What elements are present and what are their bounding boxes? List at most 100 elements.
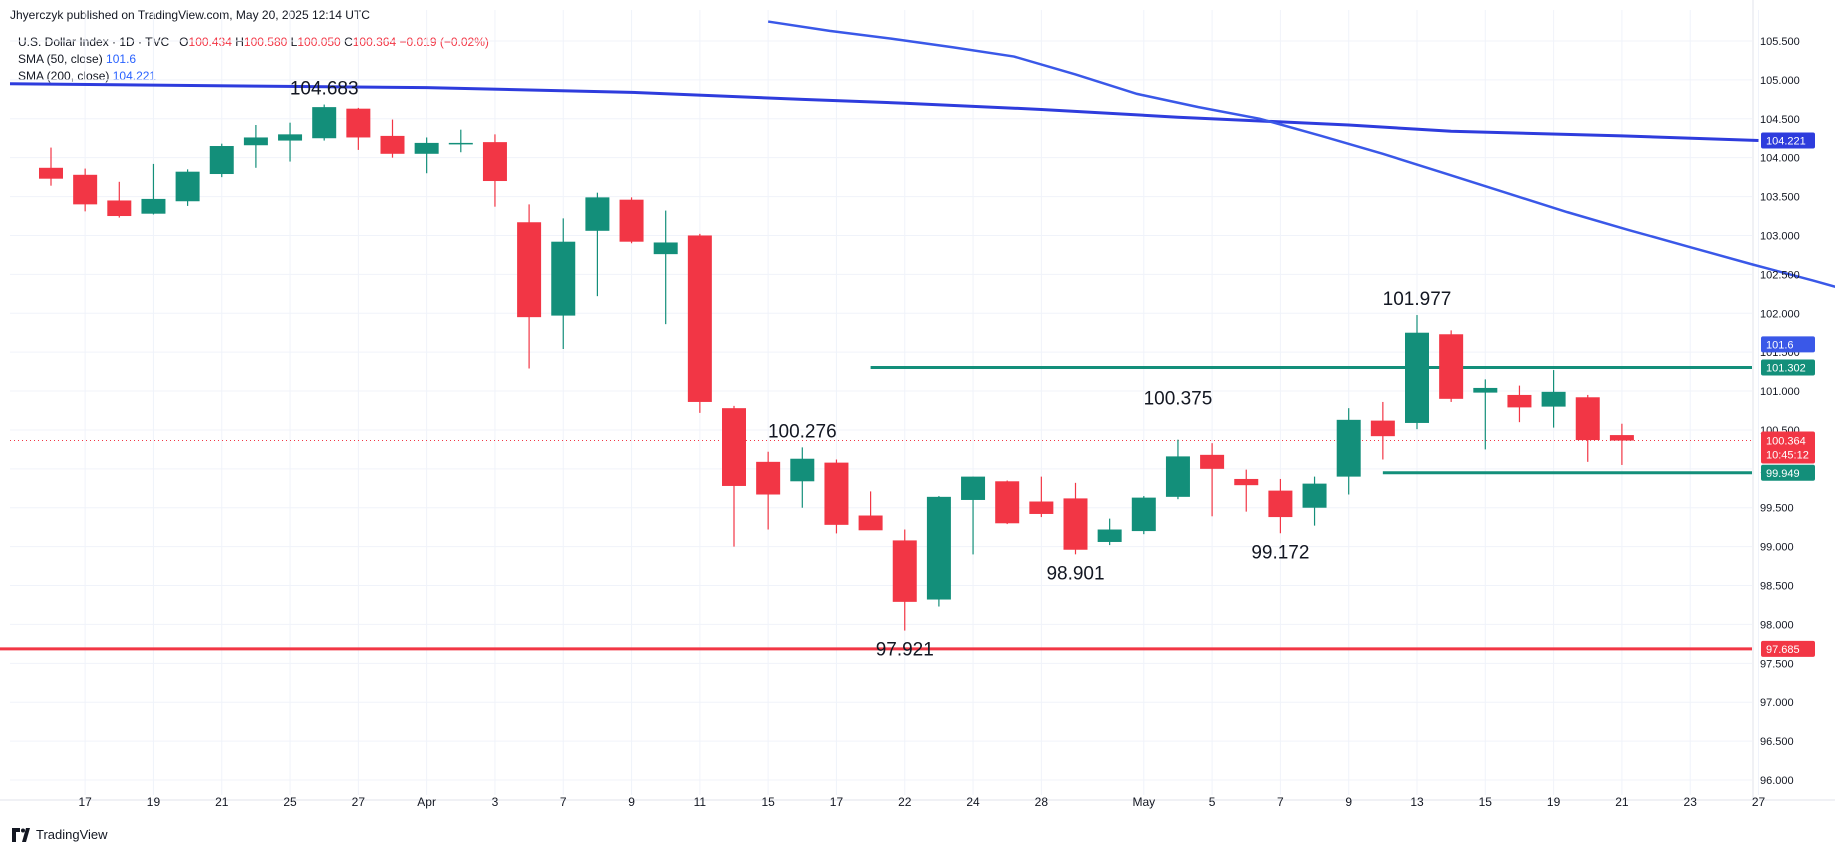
candle-body: [1268, 490, 1293, 518]
candle-body: [551, 241, 576, 316]
sma50-label[interactable]: SMA (50, close): [18, 52, 103, 66]
published-credit: Jhyerczyk published on TradingView.com, …: [10, 8, 370, 22]
tradingview-footer[interactable]: TradingView: [12, 827, 108, 842]
candle-body: [1165, 456, 1190, 497]
price-axis[interactable]: 105.500 105.000 104.500 104.000 103.500 103.0…: [1760, 36, 1800, 787]
candle: [1541, 370, 1566, 428]
time-tick-label: May: [1132, 795, 1155, 809]
candle: [619, 197, 644, 244]
candle: [653, 210, 678, 325]
candle-body: [243, 137, 268, 146]
candle: [1370, 401, 1395, 460]
candle-body: [961, 476, 986, 500]
candle-body: [1336, 419, 1361, 477]
candle: [585, 192, 610, 297]
price-annotation: 100.375: [1144, 389, 1213, 410]
candle: [73, 168, 98, 212]
candle: [380, 119, 405, 158]
candle: [448, 129, 473, 153]
price-tag-label: 104.221: [1766, 135, 1806, 147]
candle: [995, 480, 1020, 525]
price-tick-label: 98.500: [1760, 581, 1794, 593]
candle-body: [756, 461, 781, 495]
price-annotations: 104.683 100.276 97.921 98.901 100.375 99.172 1…: [290, 79, 1451, 661]
price-tag: 101.6: [1761, 336, 1815, 353]
price-tick-label: 105.500: [1760, 36, 1800, 48]
candle: [756, 451, 781, 530]
candle-body: [1541, 391, 1566, 407]
candle-body: [1575, 397, 1600, 441]
candle-body: [1439, 334, 1464, 399]
price-tick-label: 99.000: [1760, 542, 1794, 554]
low-label: L: [290, 35, 298, 49]
candle: [312, 104, 337, 141]
candle: [824, 459, 849, 534]
tradingview-logo-icon: [12, 827, 30, 842]
candle: [243, 125, 268, 168]
candle: [517, 204, 542, 369]
candle: [482, 134, 507, 207]
price-tag-bg: [1761, 359, 1815, 376]
price-tick-label: 102.000: [1760, 308, 1800, 320]
price-annotation: 98.901: [1046, 563, 1104, 584]
candle: [1131, 496, 1156, 535]
high-label: H: [235, 35, 244, 49]
candle-body: [448, 142, 473, 145]
sma200-line: [9, 82, 1759, 142]
time-tick-label: 21: [1615, 795, 1629, 809]
time-axis[interactable]: 17 19 21 25 27 Apr 3 7 9 11 15 17 22 24 28 May 5 7 9 13 15 19…: [78, 795, 1765, 809]
sma50-value: 101.6: [106, 52, 137, 66]
current-price-tag: 100.364 10:45:12: [1761, 431, 1815, 464]
candle: [1507, 385, 1532, 423]
price-annotation: 104.683: [290, 79, 359, 100]
legend-sma50-row[interactable]: SMA (50, close) 101.6: [18, 51, 489, 68]
price-annotation: 101.977: [1383, 289, 1452, 310]
candle-body: [722, 408, 746, 486]
time-tick-label: 9: [1345, 795, 1352, 809]
candle-body: [278, 134, 303, 141]
candle-body: [517, 222, 542, 318]
candle: [1609, 423, 1634, 465]
candle-body: [1507, 394, 1532, 408]
candlestick-series: [39, 104, 1634, 631]
candle-body: [858, 515, 883, 531]
time-tick-label: 23: [1684, 795, 1698, 809]
price-tick-label: 97.500: [1760, 658, 1794, 670]
price-annotation: 99.172: [1251, 542, 1309, 563]
price-tag: 99.949: [1761, 464, 1815, 481]
moving-averages: [9, 20, 1835, 288]
candle-body: [209, 146, 234, 175]
candle: [346, 107, 371, 150]
time-tick-label: 19: [1547, 795, 1561, 809]
candle-body: [1029, 501, 1054, 514]
candle: [209, 143, 234, 178]
sma50-line: [767, 20, 1835, 288]
price-tick-label: 103.500: [1760, 192, 1800, 204]
open-label: O: [179, 35, 189, 49]
time-tick-label: 19: [147, 795, 161, 809]
candle: [858, 491, 883, 531]
symbol-name[interactable]: U.S. Dollar Index · 1D · TVC: [18, 35, 170, 49]
candle-body: [653, 242, 678, 255]
candle: [892, 529, 917, 631]
price-tick-label: 99.500: [1760, 503, 1794, 515]
candle-body: [687, 235, 712, 402]
price-tick-label: 98.000: [1760, 619, 1794, 631]
candle: [1200, 443, 1225, 517]
candle: [1268, 478, 1293, 534]
time-tick-label: 24: [966, 795, 980, 809]
price-tag-bg: [1761, 336, 1815, 353]
candle-body: [1200, 454, 1225, 469]
candle: [1575, 394, 1600, 462]
candle: [1302, 476, 1327, 526]
price-tick-label: 103.000: [1760, 230, 1800, 242]
time-tick-label: 25: [283, 795, 297, 809]
change-value: −0.019 (−0.02%): [399, 35, 489, 49]
candle-body: [1302, 483, 1327, 508]
candle-body: [414, 142, 439, 154]
legend-symbol-row[interactable]: U.S. Dollar Index · 1D · TVC O100.434 H1…: [18, 34, 489, 51]
candle: [175, 169, 200, 206]
current-price-label: 100.364: [1766, 436, 1806, 448]
time-tick-label: 7: [1277, 795, 1284, 809]
